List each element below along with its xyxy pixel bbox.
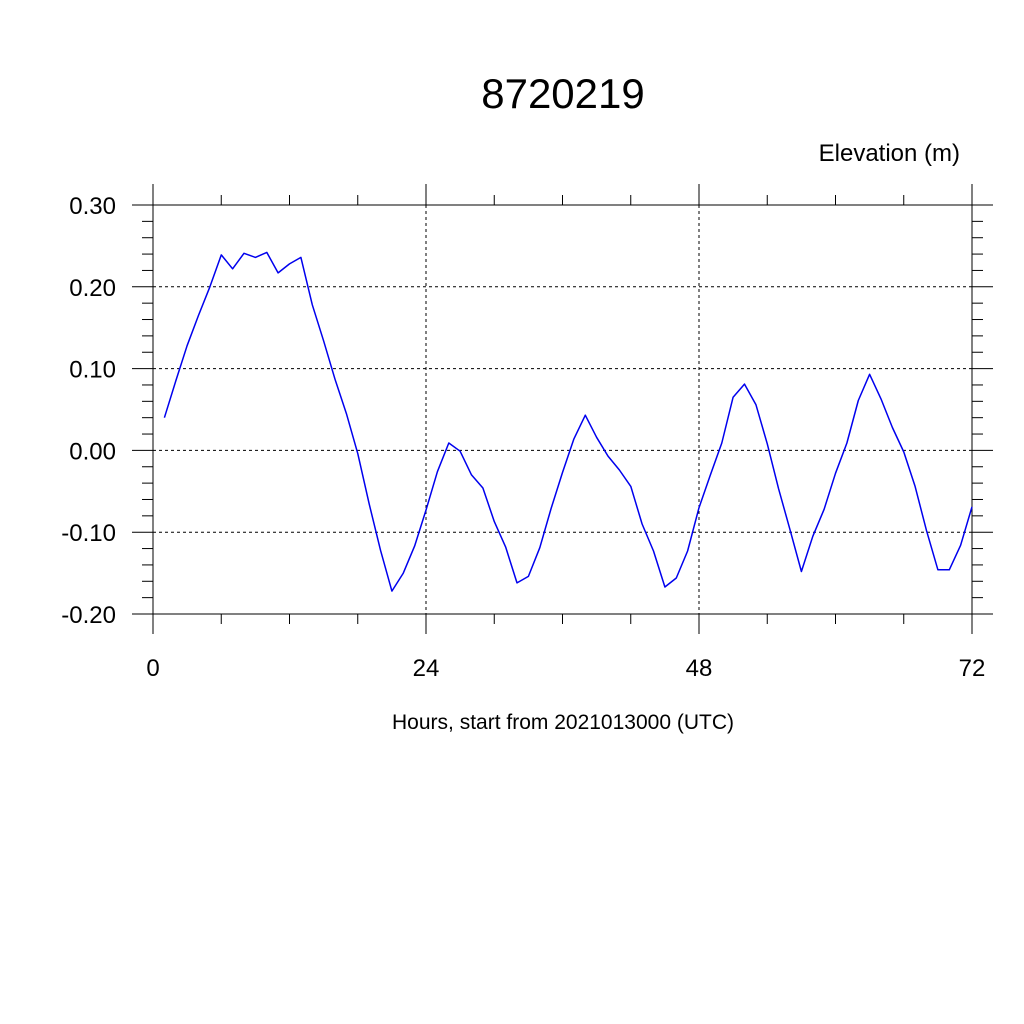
y-tick-label-5: 0.30 [69, 193, 116, 220]
y-tick-label-4: 0.20 [69, 275, 116, 302]
chart-title: 8720219 [481, 70, 645, 117]
y-tick-label-3: 0.10 [69, 357, 116, 384]
plot-frame [132, 184, 993, 634]
tick-labels: -0.20 -0.10 0.00 0.10 0.20 0.30 0 24 48 72 [61, 193, 985, 682]
x-tick-label-0: 0 [146, 655, 159, 682]
x-axis-label: Hours, start from 2021013000 (UTC) [392, 711, 734, 734]
x-tick-label-3: 72 [959, 655, 986, 682]
grid-lines [152, 204, 973, 615]
y-tick-label-1: -0.10 [61, 520, 116, 547]
x-tick-label-2: 48 [686, 655, 713, 682]
series-line-0 [163, 251, 973, 592]
chart-subtitle: Elevation (m) [819, 140, 960, 167]
series-layer [163, 251, 973, 592]
y-tick-label-0: -0.20 [61, 602, 116, 629]
y-tick-label-2: 0.00 [69, 438, 116, 465]
axis-ticks [132, 184, 993, 634]
x-tick-label-1: 24 [413, 655, 440, 682]
